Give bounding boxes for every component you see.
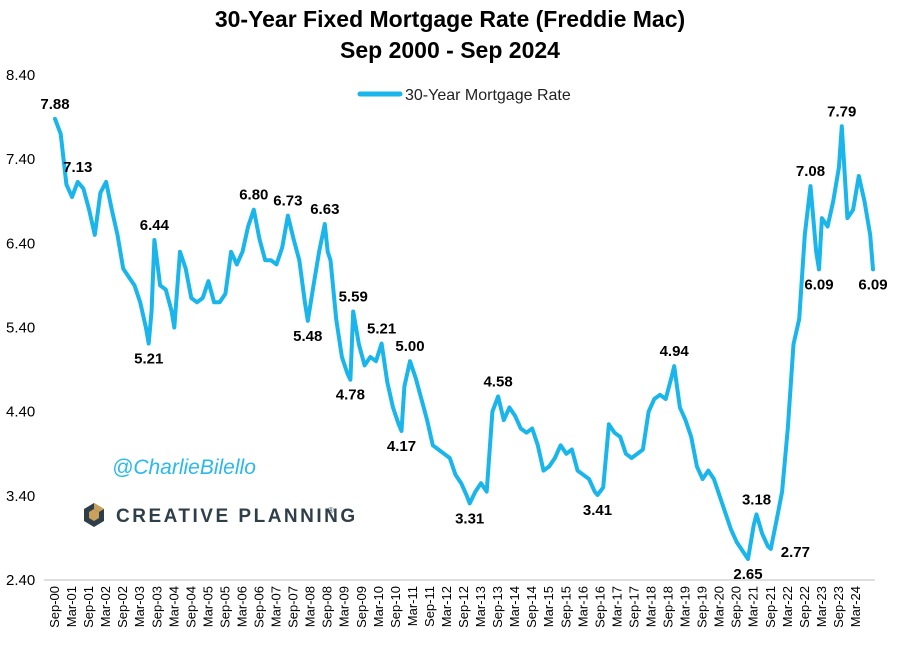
data-label: 6.09 xyxy=(858,276,887,293)
y-tick-label: 5.40 xyxy=(6,320,35,337)
x-tick-label: Mar-09 xyxy=(337,586,352,627)
data-label: 7.13 xyxy=(63,159,92,176)
data-label: 5.00 xyxy=(395,338,424,355)
x-tick-label: Sep-06 xyxy=(252,586,267,628)
data-label: 4.58 xyxy=(483,374,512,391)
watermark-handle: @CharlieBilello xyxy=(112,456,256,479)
data-label: 5.21 xyxy=(134,350,163,367)
y-tick-label: 8.40 xyxy=(6,67,35,84)
x-tick-label: Sep-07 xyxy=(286,586,301,628)
x-tick-label: Mar-02 xyxy=(98,586,113,627)
data-label: 4.17 xyxy=(387,438,416,455)
data-label: 3.18 xyxy=(742,491,771,508)
creative-planning-logo-icon xyxy=(84,503,104,527)
data-label: 7.08 xyxy=(796,163,825,180)
data-label: 6.80 xyxy=(239,187,268,204)
data-label: 6.44 xyxy=(140,217,170,234)
x-tick-label: Mar-23 xyxy=(814,586,829,627)
x-tick-label: Mar-12 xyxy=(439,586,454,627)
data-labels: 7.88 7.13 5.21 6.44 6.80 6.73 5.48 6.63 4.78 5.59… xyxy=(40,96,887,583)
x-tick-label: Sep-11 xyxy=(422,586,437,627)
x-tick-label: Sep-17 xyxy=(626,586,641,628)
x-tick-label: Mar-20 xyxy=(712,586,727,627)
x-tick-label: Sep-10 xyxy=(388,586,403,628)
y-tick-label: 7.40 xyxy=(6,151,35,168)
x-tick-label: Mar-17 xyxy=(609,586,624,627)
x-tick-label: Sep-15 xyxy=(558,586,573,628)
x-tick-label: Mar-14 xyxy=(507,586,522,627)
legend-label: 30-Year Mortgage Rate xyxy=(405,87,571,104)
x-tick-label: Mar-11 xyxy=(405,586,420,626)
x-tick-label: Mar-03 xyxy=(132,586,147,627)
x-tick-label: Sep-23 xyxy=(831,586,846,628)
legend: 30-Year Mortgage Rate xyxy=(357,87,571,104)
data-label: 5.48 xyxy=(293,328,322,345)
y-tick-label: 3.40 xyxy=(6,488,35,505)
x-tick-label: Sep-00 xyxy=(47,586,62,628)
x-tick-label: Mar-05 xyxy=(200,586,215,627)
x-tick-label: Mar-18 xyxy=(643,586,658,627)
data-label: 4.78 xyxy=(336,387,365,404)
series-line-30-year-mortgage-rate xyxy=(53,116,875,561)
x-tick-label: Sep-05 xyxy=(217,586,232,628)
x-axis: Sep-00 Mar-01 Sep-01 Mar-02 Sep-02 Mar-03 Sep-… xyxy=(47,586,863,628)
x-tick-label: Sep-19 xyxy=(695,586,710,628)
chart-title: 30-Year Fixed Mortgage Rate (Freddie Mac… xyxy=(215,6,685,32)
x-tick-label: Sep-03 xyxy=(149,586,164,628)
data-label: 7.88 xyxy=(40,96,69,113)
y-tick-label: 6.40 xyxy=(6,235,35,252)
x-tick-label: Mar-22 xyxy=(780,586,795,627)
x-tick-label: Mar-15 xyxy=(541,586,556,627)
data-label: 5.21 xyxy=(367,320,396,337)
x-tick-label: Mar-21 xyxy=(746,586,761,627)
x-tick-label: Mar-04 xyxy=(166,586,181,627)
x-tick-label: Mar-06 xyxy=(234,586,249,627)
x-tick-label: Sep-02 xyxy=(115,586,130,628)
data-label: 6.09 xyxy=(804,276,833,293)
data-label: 3.31 xyxy=(455,510,484,527)
x-tick-label: Mar-13 xyxy=(473,586,488,627)
data-label: 2.77 xyxy=(781,544,810,561)
x-tick-label: Mar-19 xyxy=(678,586,693,627)
x-tick-label: Sep-01 xyxy=(81,586,96,628)
watermark-brand: CREATIVE PLANNING xyxy=(116,506,358,527)
x-tick-label: Mar-10 xyxy=(371,586,386,627)
x-tick-label: Mar-01 xyxy=(64,586,79,627)
x-tick-label: Sep-14 xyxy=(524,586,539,628)
x-tick-label: Sep-13 xyxy=(490,586,505,628)
chart-subtitle: Sep 2000 - Sep 2024 xyxy=(340,37,560,63)
x-tick-label: Sep-20 xyxy=(729,586,744,628)
data-label: 6.63 xyxy=(310,201,339,218)
data-label: 6.73 xyxy=(273,193,302,210)
data-label: 2.65 xyxy=(733,566,762,583)
x-tick-label: Mar-24 xyxy=(848,586,863,627)
x-tick-label: Sep-18 xyxy=(661,586,676,628)
data-label: 3.41 xyxy=(583,502,612,519)
x-tick-label: Sep-08 xyxy=(320,586,335,628)
x-tick-label: Mar-07 xyxy=(269,586,284,627)
watermark: @CharlieBilello CREATIVE PLANNING ® xyxy=(84,456,358,527)
x-tick-label: Mar-16 xyxy=(575,586,590,627)
x-tick-label: Sep-12 xyxy=(456,586,471,628)
x-tick-label: Sep-16 xyxy=(592,586,607,628)
x-tick-label: Sep-09 xyxy=(354,586,369,628)
x-tick-label: Sep-21 xyxy=(763,586,778,628)
x-tick-label: Sep-22 xyxy=(797,586,812,628)
registered-mark: ® xyxy=(328,506,334,515)
y-tick-label: 2.40 xyxy=(6,572,35,589)
y-axis: 8.40 7.40 6.40 5.40 4.40 3.40 2.40 xyxy=(6,67,35,589)
data-label: 5.59 xyxy=(339,289,368,306)
y-tick-label: 4.40 xyxy=(6,404,35,421)
data-label: 4.94 xyxy=(660,343,690,360)
x-tick-label: Sep-04 xyxy=(183,586,198,628)
data-label: 7.79 xyxy=(827,103,856,120)
x-tick-label: Mar-08 xyxy=(303,586,318,627)
